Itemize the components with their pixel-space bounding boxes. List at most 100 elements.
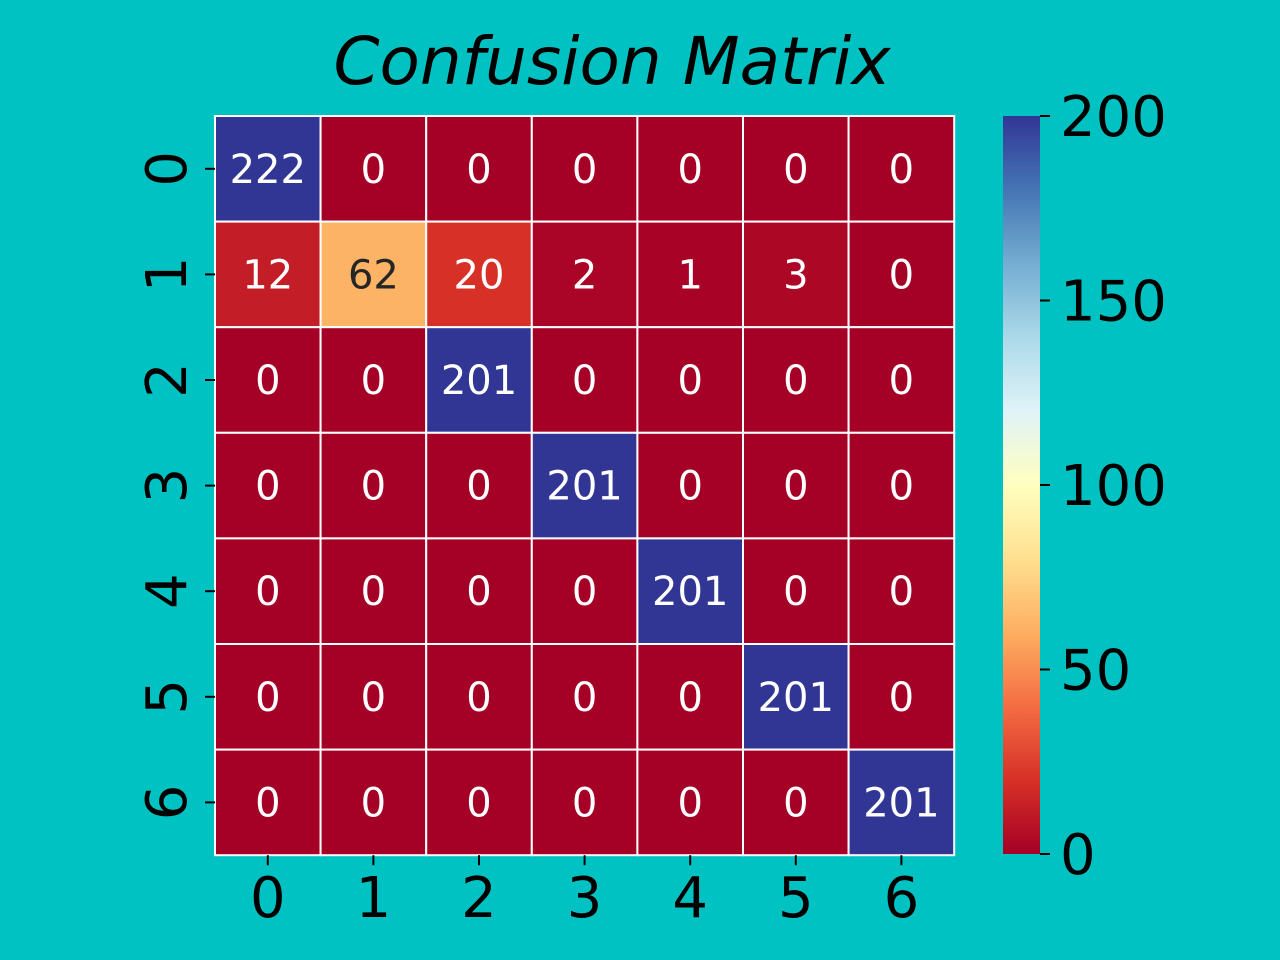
- cell-label-r0-c4: 0: [677, 147, 702, 193]
- cell-label-r4-c5: 0: [783, 569, 808, 615]
- cell-label-r6-c6: 201: [863, 780, 939, 826]
- heatmap-cell-r5-c0: [214, 643, 322, 751]
- cell-label-r5-c0: 0: [255, 675, 280, 721]
- x-tick-label: 3: [567, 866, 603, 931]
- heatmap-cell-r6-c5: [742, 748, 850, 857]
- heatmap-cell-r4-c0: [214, 537, 322, 646]
- colorbar-tick-label: 200: [1060, 85, 1167, 150]
- x-tick-label: 4: [672, 866, 708, 931]
- cell-label-r2-c1: 0: [361, 358, 386, 404]
- cell-label-r5-c1: 0: [361, 675, 386, 721]
- x-tick-label: 6: [884, 866, 920, 931]
- colorbar-tick-label: 150: [1060, 270, 1167, 335]
- heatmap-cell-r3-c3: [530, 431, 639, 540]
- cell-label-r3-c5: 0: [783, 464, 808, 510]
- cell-label-r0-c0: 222: [230, 147, 306, 193]
- y-axis: 0 1 2 3 4 5 6: [135, 151, 215, 820]
- y-tick-label: 6: [135, 785, 200, 821]
- cell-label-r0-c3: 0: [572, 147, 597, 193]
- cell-label-r4-c0: 0: [255, 569, 280, 615]
- cell-label-r6-c5: 0: [783, 780, 808, 826]
- cell-label-r1-c6: 0: [889, 252, 914, 298]
- heatmap-cell-r5-c3: [530, 643, 639, 751]
- colorbar-gradient: [1003, 116, 1040, 854]
- cell-label-r0-c5: 0: [783, 147, 808, 193]
- heatmap-cell-r5-c1: [319, 643, 428, 751]
- cell-label-r4-c2: 0: [466, 569, 491, 615]
- cell-label-r0-c6: 0: [889, 147, 914, 193]
- cell-label-r1-c1: 62: [348, 252, 399, 298]
- cell-label-r6-c2: 0: [466, 780, 491, 826]
- cell-label-r3-c4: 0: [677, 464, 702, 510]
- heatmap-cell-r6-c4: [636, 748, 745, 857]
- cell-label-r6-c0: 0: [255, 780, 280, 826]
- heatmap-cell-r0-c1: [319, 115, 428, 223]
- cell-label-r1-c3: 2: [572, 252, 597, 298]
- cell-label-r4-c4: 201: [652, 569, 728, 615]
- heatmap-cell-r1-c4: [636, 220, 745, 329]
- cell-label-r2-c2: 201: [441, 358, 517, 404]
- cell-label-r5-c2: 0: [466, 675, 491, 721]
- cell-label-r5-c4: 0: [677, 675, 702, 721]
- y-tick-label: 1: [135, 257, 200, 293]
- heatmap-cell-r5-c6: [847, 643, 956, 751]
- cell-label-r0-c2: 0: [466, 147, 491, 193]
- cell-label-r3-c6: 0: [889, 464, 914, 510]
- heatmap-cell-r2-c5: [742, 326, 850, 434]
- heatmap-cell-r3-c0: [214, 431, 322, 540]
- x-tick-label: 2: [461, 866, 497, 931]
- chart-title: Confusion Matrix: [333, 23, 891, 100]
- heatmap-cell-r2-c6: [847, 326, 956, 434]
- cell-label-r5-c3: 0: [572, 675, 597, 721]
- colorbar-tick-label: 50: [1060, 639, 1131, 704]
- cell-label-r2-c3: 0: [572, 358, 597, 404]
- heatmap-cell-r3-c6: [847, 431, 956, 540]
- colorbar-tick-label: 100: [1060, 454, 1167, 519]
- cell-label-r4-c1: 0: [361, 569, 386, 615]
- x-tick-label: 0: [250, 866, 286, 931]
- heatmap-cell-r1-c6: [847, 220, 956, 329]
- cell-label-r0-c1: 0: [361, 147, 386, 193]
- colorbar-tick-label: 0: [1060, 823, 1096, 888]
- cell-label-r6-c3: 0: [572, 780, 597, 826]
- cell-label-r3-c1: 0: [361, 464, 386, 510]
- cell-label-r2-c0: 0: [255, 358, 280, 404]
- heatmap-cell-r2-c1: [319, 326, 428, 434]
- x-tick-label: 1: [356, 866, 392, 931]
- cell-label-r1-c5: 3: [783, 252, 808, 298]
- heatmap-cell-r6-c2: [425, 748, 533, 857]
- y-tick-label: 5: [135, 679, 200, 715]
- heatmap-cell-r0-c5: [742, 115, 850, 223]
- heatmap-cell-r2-c2: [425, 326, 533, 434]
- y-tick-label: 3: [135, 468, 200, 504]
- cell-label-r1-c4: 1: [677, 252, 702, 298]
- heatmap-cell-r3-c1: [319, 431, 428, 540]
- heatmap-cell-r0-c2: [425, 115, 533, 223]
- cell-label-r6-c1: 0: [361, 780, 386, 826]
- heatmap-cell-r6-c3: [530, 748, 639, 857]
- heatmap-cell-r2-c4: [636, 326, 745, 434]
- heatmap-cell-r5-c4: [636, 643, 745, 751]
- heatmap-cell-r2-c3: [530, 326, 639, 434]
- cell-label-r2-c6: 0: [889, 358, 914, 404]
- x-tick-label: 5: [778, 866, 814, 931]
- cell-label-r1-c0: 12: [242, 252, 293, 298]
- y-tick-label: 2: [135, 362, 200, 398]
- cell-label-r3-c0: 0: [255, 464, 280, 510]
- cell-label-r2-c4: 0: [677, 358, 702, 404]
- heatmap-cell-r6-c0: [214, 748, 322, 857]
- cell-label-r2-c5: 0: [783, 358, 808, 404]
- x-axis: 0 1 2 3 4 5 6: [250, 855, 919, 931]
- heatmap-cell-r4-c2: [425, 537, 533, 646]
- heatmap-cell-r1-c2: [425, 220, 533, 329]
- heatmap-cell-r3-c5: [742, 431, 850, 540]
- cell-label-r6-c4: 0: [677, 780, 702, 826]
- y-tick-label: 0: [135, 151, 200, 187]
- y-tick-label: 4: [135, 573, 200, 609]
- cell-label-r4-c3: 0: [572, 569, 597, 615]
- heatmap-cells: 222 0 0 0 0 0 0 12 62 20 2 1 3 0 0 0 201 0 0 0 0 0 0 0 201 0 0 0 0 0 0…: [214, 115, 956, 857]
- cell-label-r3-c3: 201: [546, 464, 622, 510]
- cell-label-r5-c5: 201: [758, 675, 834, 721]
- cell-label-r4-c6: 0: [889, 569, 914, 615]
